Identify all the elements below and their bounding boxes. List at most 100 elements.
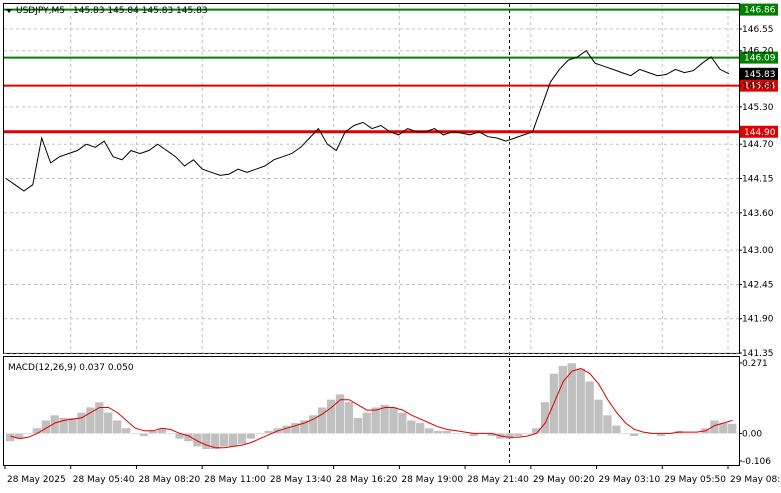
current-price-label: 145.83 <box>744 70 776 80</box>
macd-bar <box>59 417 68 434</box>
price-tick-label: 146.20 <box>742 47 774 57</box>
macd-bar <box>531 428 541 434</box>
current-price-tag <box>740 67 778 80</box>
macd-bar <box>6 433 15 442</box>
macd-bar <box>112 420 122 434</box>
time-tick-label: 28 May 05:40 <box>73 475 135 485</box>
macd-bar <box>41 420 50 434</box>
time-axis: 28 May 2025 28 May 05:40 28 May 08:20 28 Ma… <box>4 465 781 485</box>
macd-bar <box>139 433 149 437</box>
macd-bar <box>621 433 630 434</box>
price-series <box>5 50 730 192</box>
time-tick-label: 29 May 00:20 <box>533 475 595 485</box>
time-tick-label: 29 May 03:10 <box>599 475 661 485</box>
price-tick-label: 141.90 <box>742 315 774 325</box>
resistance-level-tag <box>740 79 778 92</box>
macd-bar <box>255 433 264 434</box>
macd-tick-label: 0.00 <box>742 429 762 439</box>
macd-bar <box>202 433 211 450</box>
macd-bar <box>407 420 416 434</box>
support-level-tag <box>740 51 778 64</box>
price-tick-label: 143.60 <box>742 209 774 219</box>
price-tick-label: 144.70 <box>742 140 774 150</box>
macd-panel-frame <box>3 356 740 466</box>
macd-bar <box>728 423 737 434</box>
macd-bar <box>594 399 603 434</box>
macd-bar <box>318 407 327 434</box>
time-tick-label: 28 May 11:00 <box>204 475 266 485</box>
macd-bar <box>603 415 612 434</box>
macd-bar <box>567 363 576 434</box>
time-tick-label: 29 May 05:50 <box>664 475 726 485</box>
macd-bar <box>460 433 469 434</box>
macd-bar <box>264 430 273 434</box>
time-tick-label: 28 May 16:20 <box>336 475 398 485</box>
macd-bar <box>585 381 594 434</box>
macd-bar <box>121 428 131 434</box>
macd-bar <box>300 420 309 434</box>
macd-bar <box>335 394 345 434</box>
macd-bar <box>148 430 157 434</box>
macd-bar <box>558 365 568 434</box>
macd-bar <box>710 420 719 434</box>
price-line <box>5 50 730 192</box>
macd-bar <box>23 433 33 434</box>
macd-bar <box>540 402 550 434</box>
time-tick-label: 28 May 13:40 <box>270 475 332 485</box>
macd-bar <box>237 433 247 444</box>
support-level-tag <box>740 3 778 16</box>
macd-bar <box>211 433 220 450</box>
macd-bar <box>656 433 666 437</box>
time-tick-label: 28 May 2025 <box>7 475 66 485</box>
macd-label: MACD(12,26,9) 0.037 0.050 <box>8 363 134 373</box>
macd-bar <box>32 428 42 434</box>
macd-bar <box>193 433 202 447</box>
price-tick-label: 146.55 <box>742 25 774 35</box>
price-axis: 146.55 146.20 145.64 145.30 144.70 144.15 143.… <box>739 25 774 359</box>
macd-bar <box>86 407 95 434</box>
macd-bar <box>326 399 336 434</box>
macd-bar <box>228 433 238 447</box>
macd-tick-label: 0.271 <box>742 359 768 369</box>
macd-bar <box>630 433 639 437</box>
price-tick-label: 143.00 <box>742 246 774 256</box>
macd-signal <box>10 367 733 449</box>
time-tick-label: 28 May 08:20 <box>138 475 200 485</box>
macd-bar <box>166 433 175 434</box>
support-level-label: 146.86 <box>744 6 776 16</box>
macd-bar <box>683 433 692 434</box>
macd-bar <box>424 428 434 434</box>
macd-bar <box>469 433 478 437</box>
macd-histogram <box>6 363 737 450</box>
macd-bar <box>104 412 113 434</box>
macd-bar <box>576 368 585 434</box>
price-tick-label: 145.30 <box>742 103 774 113</box>
macd-bar <box>95 402 104 434</box>
macd-bar <box>523 433 532 434</box>
chart-dropdown-icon[interactable] <box>6 9 12 13</box>
macd-bar <box>514 433 523 437</box>
macd-bar <box>505 433 514 439</box>
support-level-label: 146.09 <box>744 54 776 64</box>
macd-tick-label: -0.106 <box>742 457 771 467</box>
resistance-level-label: 144.90 <box>744 128 776 138</box>
macd-bar <box>68 417 77 434</box>
time-tick-label: 29 May 08:30 <box>730 475 781 485</box>
macd-signal-line <box>10 367 733 449</box>
macd-bar <box>380 404 389 434</box>
macd-bar <box>487 433 496 437</box>
resistance-level-label: 145.64 <box>744 82 776 92</box>
macd-axis: 0.271 0.00 -0.106 <box>739 359 771 467</box>
macd-bar <box>77 412 86 434</box>
macd-bar <box>157 428 166 434</box>
macd-bar <box>451 433 461 434</box>
price-tick-label: 145.64 <box>742 82 774 92</box>
ohlc-readout: 145.83 145.84 145.83 145.83 <box>73 6 208 16</box>
macd-bar <box>309 415 318 434</box>
price-grid <box>4 4 739 354</box>
symbol-label: USDJPY,M5 <box>16 6 65 16</box>
macd-bar <box>184 433 193 442</box>
macd-bar <box>371 407 380 434</box>
